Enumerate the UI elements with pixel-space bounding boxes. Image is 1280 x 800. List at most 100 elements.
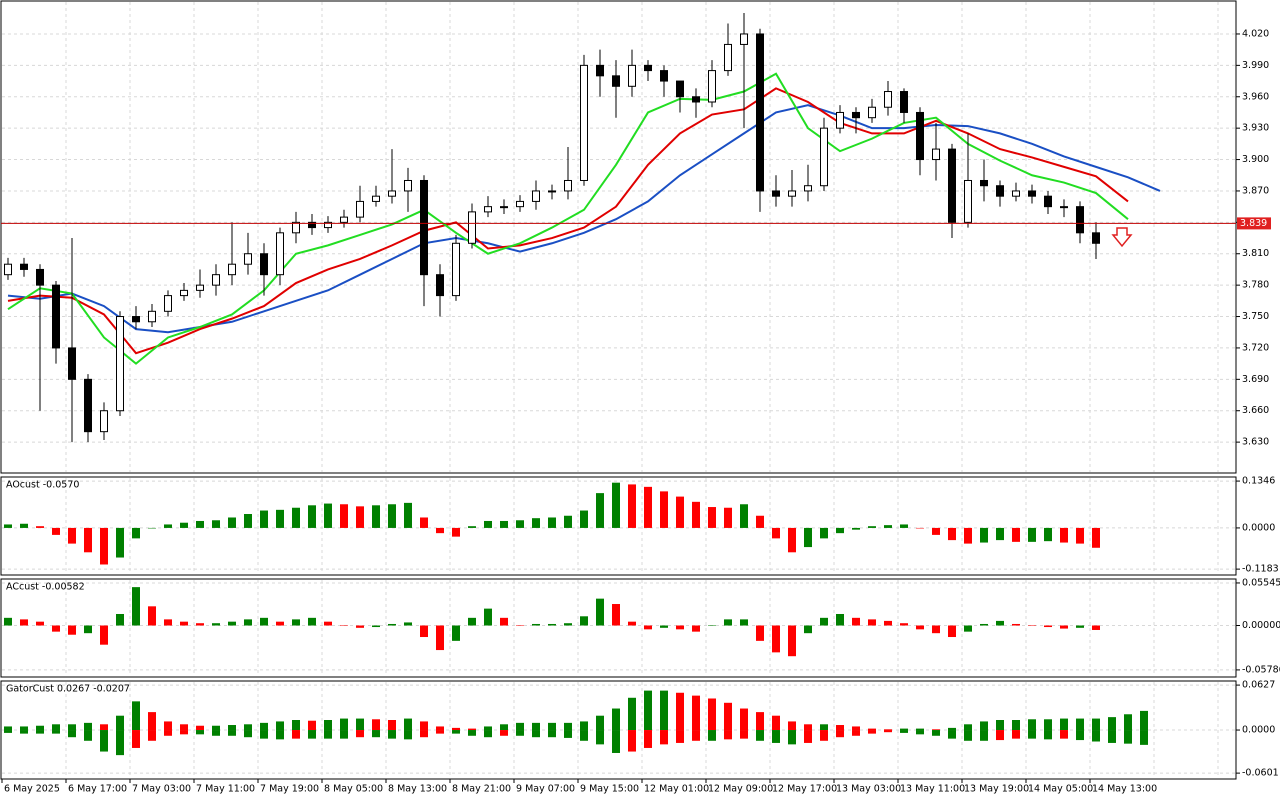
- gator-bar: [756, 730, 764, 741]
- gator-bar: [276, 730, 284, 740]
- candle-body: [692, 96, 700, 103]
- histogram-bar: [420, 625, 428, 638]
- panel-frame: [0, 578, 1237, 678]
- candle-body: [852, 111, 860, 119]
- candle-body: [500, 206, 508, 209]
- histogram-bar: [388, 504, 396, 528]
- histogram-bar: [340, 625, 348, 627]
- histogram-bar: [1092, 527, 1100, 548]
- histogram-bar: [36, 621, 44, 626]
- gator-bar: [84, 730, 92, 741]
- gator-bar: [788, 721, 796, 731]
- gator-bar: [1012, 730, 1020, 739]
- gator-bar: [532, 730, 540, 738]
- gator-bar: [708, 730, 716, 741]
- candle-body: [324, 221, 332, 229]
- gator-bar: [484, 726, 492, 731]
- gator-bar: [1044, 719, 1052, 731]
- x-tick-label: 14 May 05:00: [1028, 784, 1093, 795]
- candle-body: [260, 253, 268, 276]
- histogram-bar: [244, 619, 252, 626]
- gator-bar: [180, 724, 188, 731]
- gator-bar: [932, 729, 940, 731]
- gator-bar: [1092, 730, 1100, 742]
- gator-bar: [324, 719, 332, 731]
- histogram-bar: [980, 527, 988, 543]
- candle-body: [340, 216, 348, 223]
- histogram-bar: [4, 524, 12, 528]
- x-tick-label: 13 May 11:00: [900, 784, 965, 795]
- y-tick-label: 3.900: [1242, 154, 1269, 165]
- gator-bar: [820, 730, 828, 741]
- histogram-bar: [1012, 623, 1020, 626]
- gator-bar: [372, 730, 380, 738]
- candle-body: [1044, 195, 1052, 208]
- histogram-bar: [100, 625, 108, 645]
- histogram-bar: [196, 520, 204, 528]
- panel-title: GatorCust 0.0267 -0.0207: [6, 684, 130, 695]
- candle-body: [932, 148, 940, 161]
- gator-bar: [868, 730, 876, 734]
- histogram-bar: [388, 623, 396, 626]
- histogram-bar: [932, 527, 940, 535]
- histogram-bar: [564, 515, 572, 528]
- gator-bar: [996, 730, 1004, 741]
- histogram-bar: [740, 504, 748, 528]
- gator-bar: [100, 724, 108, 731]
- histogram-bar: [212, 623, 220, 626]
- panel-frame: [0, 476, 1237, 576]
- histogram-bar: [180, 621, 188, 626]
- candle-body: [1076, 206, 1084, 234]
- histogram-bar: [276, 509, 284, 528]
- histogram-bar: [308, 505, 316, 528]
- candle-body: [20, 263, 28, 270]
- candle-body: [212, 274, 220, 286]
- histogram-bar: [372, 505, 380, 528]
- histogram-bar: [532, 623, 540, 626]
- gator-bar: [1092, 718, 1100, 731]
- candle-body: [4, 263, 12, 276]
- histogram-bar: [724, 619, 732, 626]
- gator-bar: [916, 728, 924, 731]
- histogram-bar: [852, 527, 860, 530]
- gator-bar: [196, 730, 204, 735]
- gator-bar: [884, 730, 892, 733]
- panel-title: ACcust -0.00582: [6, 582, 85, 593]
- candle-body: [996, 185, 1004, 197]
- gator-bar: [260, 730, 268, 739]
- y-tick-label: 3.780: [1242, 280, 1269, 291]
- candle-body: [52, 284, 60, 349]
- histogram-bar: [740, 619, 748, 626]
- histogram-bar: [644, 486, 652, 528]
- gator-bar: [1076, 730, 1084, 741]
- histogram-bar: [788, 625, 796, 657]
- gator-bar: [900, 728, 908, 731]
- candle-body: [308, 221, 316, 229]
- gator-bar: [612, 708, 620, 731]
- gator-bar: [180, 730, 188, 735]
- x-tick-label: 6 May 17:00: [68, 784, 127, 795]
- histogram-bar: [164, 524, 172, 528]
- candle-body: [388, 190, 396, 197]
- gator-bar: [884, 729, 892, 731]
- candle-body: [596, 64, 604, 77]
- histogram-bar: [836, 527, 844, 534]
- histogram-bar: [692, 501, 700, 528]
- gator-bar: [516, 722, 524, 731]
- histogram-bar: [788, 527, 796, 553]
- candle-body: [628, 64, 636, 87]
- gator-bar: [468, 730, 476, 736]
- y-tick-label: 3.630: [1242, 437, 1269, 448]
- gator-bar: [724, 730, 732, 740]
- histogram-bar: [324, 503, 332, 528]
- sell-arrow: [1111, 227, 1133, 248]
- x-tick-label: 14 May 13:00: [1092, 784, 1157, 795]
- histogram-bar: [532, 518, 540, 528]
- histogram-bar: [228, 517, 236, 528]
- histogram-bar: [340, 504, 348, 528]
- histogram-bar: [1092, 625, 1100, 630]
- histogram-bar: [260, 617, 268, 626]
- y-tick-label: 0.1346: [1242, 476, 1275, 487]
- gator-bar: [228, 725, 236, 731]
